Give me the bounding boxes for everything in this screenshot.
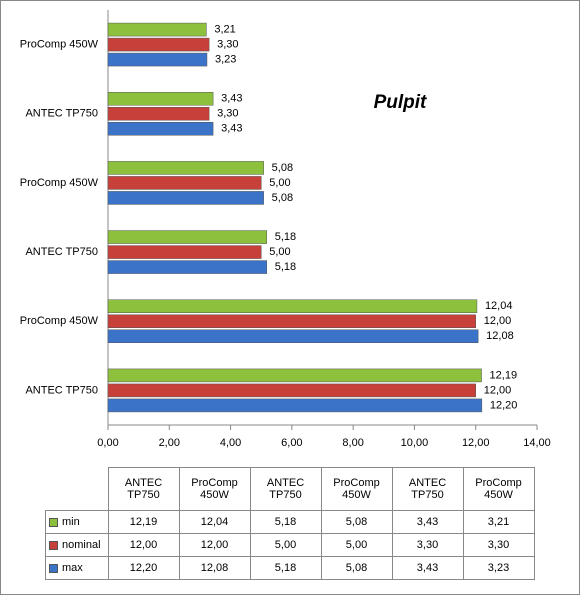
bar: [107, 161, 264, 175]
bar: [107, 383, 476, 398]
table-header-row: ANTEC TP750 ProComp 450W ANTEC TP750 ProCom…: [46, 467, 535, 511]
legend-cell: nominal: [45, 533, 109, 557]
table-row: max 12,20 12,08 5,18 5,08 3,43 3,23: [45, 556, 535, 580]
bar: [107, 22, 207, 37]
x-tick-label: 2,00: [159, 437, 180, 449]
x-tick-label: 0,00: [97, 437, 118, 449]
bar: [107, 245, 262, 259]
value-label: 5,18: [275, 261, 296, 273]
bar: [107, 176, 262, 190]
value-label: 5,18: [275, 231, 296, 243]
table-header-cell: ANTEC TP750: [391, 467, 464, 511]
value-label: 12,00: [484, 384, 512, 396]
table-header-cell: ANTEC TP750: [249, 467, 322, 511]
table-cell: 12,08: [178, 556, 251, 580]
value-label: 5,00: [269, 246, 290, 258]
table-cell: 12,00: [178, 533, 251, 557]
bar: [107, 329, 479, 343]
x-tick-label: 6,00: [281, 437, 302, 449]
y-tick-label: ANTEC TP750: [25, 384, 98, 396]
value-label: 12,04: [485, 300, 513, 312]
table-cell: 3,21: [462, 510, 535, 534]
table-cell: 5,18: [249, 510, 322, 534]
bar: [107, 107, 210, 121]
y-tick-label: ProComp 450W: [20, 315, 99, 327]
bar: [107, 37, 210, 52]
table-cell: 3,43: [391, 510, 464, 534]
value-label: 3,23: [215, 53, 236, 65]
table-corner: [46, 468, 109, 511]
bar: [107, 191, 264, 205]
table-cell: 12,20: [107, 556, 180, 580]
table-cell: 3,30: [391, 533, 464, 557]
table-header-cell: ProComp 450W: [320, 467, 393, 511]
y-tick-label: ANTEC TP750: [25, 108, 98, 120]
x-tick-label: 4,00: [220, 437, 241, 449]
table-cell: 5,00: [249, 533, 322, 557]
chart-title: Pulpit: [374, 92, 427, 113]
table-cell: 12,19: [107, 510, 180, 534]
value-label: 12,00: [484, 315, 512, 327]
legend-label: nominal: [62, 539, 101, 551]
y-tick-label: ProComp 450W: [20, 177, 99, 189]
table-cell: 5,08: [320, 556, 393, 580]
value-label: 12,08: [486, 330, 514, 342]
x-tick-label: 10,00: [401, 437, 429, 449]
value-label: 3,43: [221, 93, 242, 105]
bar: [107, 122, 214, 136]
bar: [107, 398, 483, 413]
bar: [107, 52, 208, 67]
table-header-cell: ProComp 450W: [462, 467, 535, 511]
value-label: 3,43: [221, 123, 242, 135]
value-label: 3,30: [217, 38, 238, 50]
table-header-cell: ProComp 450W: [178, 467, 251, 511]
value-label: 5,08: [272, 162, 293, 174]
value-label: 12,19: [490, 369, 518, 381]
table-row: nominal 12,00 12,00 5,00 5,00 3,30 3,30: [45, 533, 535, 557]
value-label: 12,20: [490, 399, 518, 411]
table-cell: 5,18: [249, 556, 322, 580]
bar: [107, 368, 482, 383]
bar: [107, 230, 267, 244]
data-table: ANTEC TP750 ProComp 450W ANTEC TP750 ProCom…: [45, 467, 535, 580]
x-tick-label: 8,00: [342, 437, 363, 449]
value-label: 5,00: [269, 177, 290, 189]
table-cell: 3,30: [462, 533, 535, 557]
table-cell: 5,00: [320, 533, 393, 557]
table-cell: 12,00: [107, 533, 180, 557]
value-label: 3,30: [217, 108, 238, 120]
table-cell: 12,04: [178, 510, 251, 534]
y-tick-label: ANTEC TP750: [25, 246, 98, 258]
table-row: min 12,19 12,04 5,18 5,08 3,43 3,21: [45, 510, 535, 534]
table-cell: 3,43: [391, 556, 464, 580]
x-tick-label: 12,00: [462, 437, 490, 449]
value-label: 3,21: [214, 23, 235, 35]
legend-marker: [49, 517, 58, 527]
legend-label: min: [62, 516, 80, 528]
value-label: 5,08: [272, 192, 293, 204]
table-cell: 3,23: [462, 556, 535, 580]
legend-marker: [49, 563, 58, 573]
bar: [107, 299, 478, 313]
legend-marker: [49, 540, 58, 550]
table-header-cell: ANTEC TP750: [107, 467, 180, 511]
y-tick-label: ProComp 450W: [20, 38, 99, 50]
x-tick-label: 14,00: [523, 437, 551, 449]
bar: [107, 260, 267, 274]
legend-cell: max: [45, 556, 109, 580]
legend-label: max: [62, 562, 83, 574]
bar: [107, 92, 214, 106]
table-cell: 5,08: [320, 510, 393, 534]
bar: [107, 314, 476, 328]
legend-cell: min: [45, 510, 109, 534]
